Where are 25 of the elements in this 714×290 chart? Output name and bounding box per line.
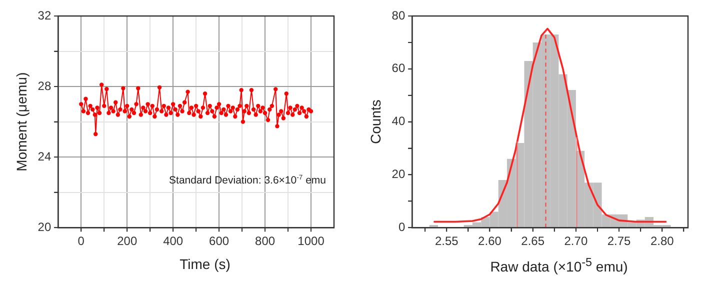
x-tick-label: 200 — [117, 234, 138, 248]
x-tick-label: 2.65 — [521, 234, 545, 248]
y-tick-label: 80 — [392, 8, 406, 22]
y-tick-label: 20 — [38, 220, 52, 234]
x-tick-label: 2.75 — [607, 234, 632, 248]
y-tick-label: 32 — [38, 8, 52, 22]
x-tick-label: 0 — [78, 234, 85, 248]
x-tick-label: 2.70 — [564, 234, 588, 248]
x-tick-label: 2.60 — [478, 234, 502, 248]
y-tick-label: 40 — [392, 114, 406, 128]
x-tick-label: 400 — [163, 234, 184, 248]
x-tick-label: 1000 — [298, 234, 325, 248]
x-tick-label: 600 — [209, 234, 230, 248]
y-axis-title: Moment (μemu) — [13, 72, 30, 172]
y-tick-label: 60 — [392, 61, 406, 76]
x-axis-title: Raw data (×10$^{-5}$ emu) — [489, 256, 629, 275]
x-tick-label: 2.55 — [434, 234, 459, 248]
x-axis-title: Time (s) — [178, 256, 232, 272]
y-tick-label: 0 — [398, 220, 406, 234]
x-tick-label: 800 — [255, 234, 276, 248]
y-tick-label: 20 — [392, 167, 406, 182]
y-tick-label: 24 — [38, 149, 52, 164]
x-tick-label: 2.80 — [650, 234, 674, 248]
y-axis-title: Counts — [367, 100, 384, 144]
y-tick-label: 28 — [38, 78, 52, 93]
